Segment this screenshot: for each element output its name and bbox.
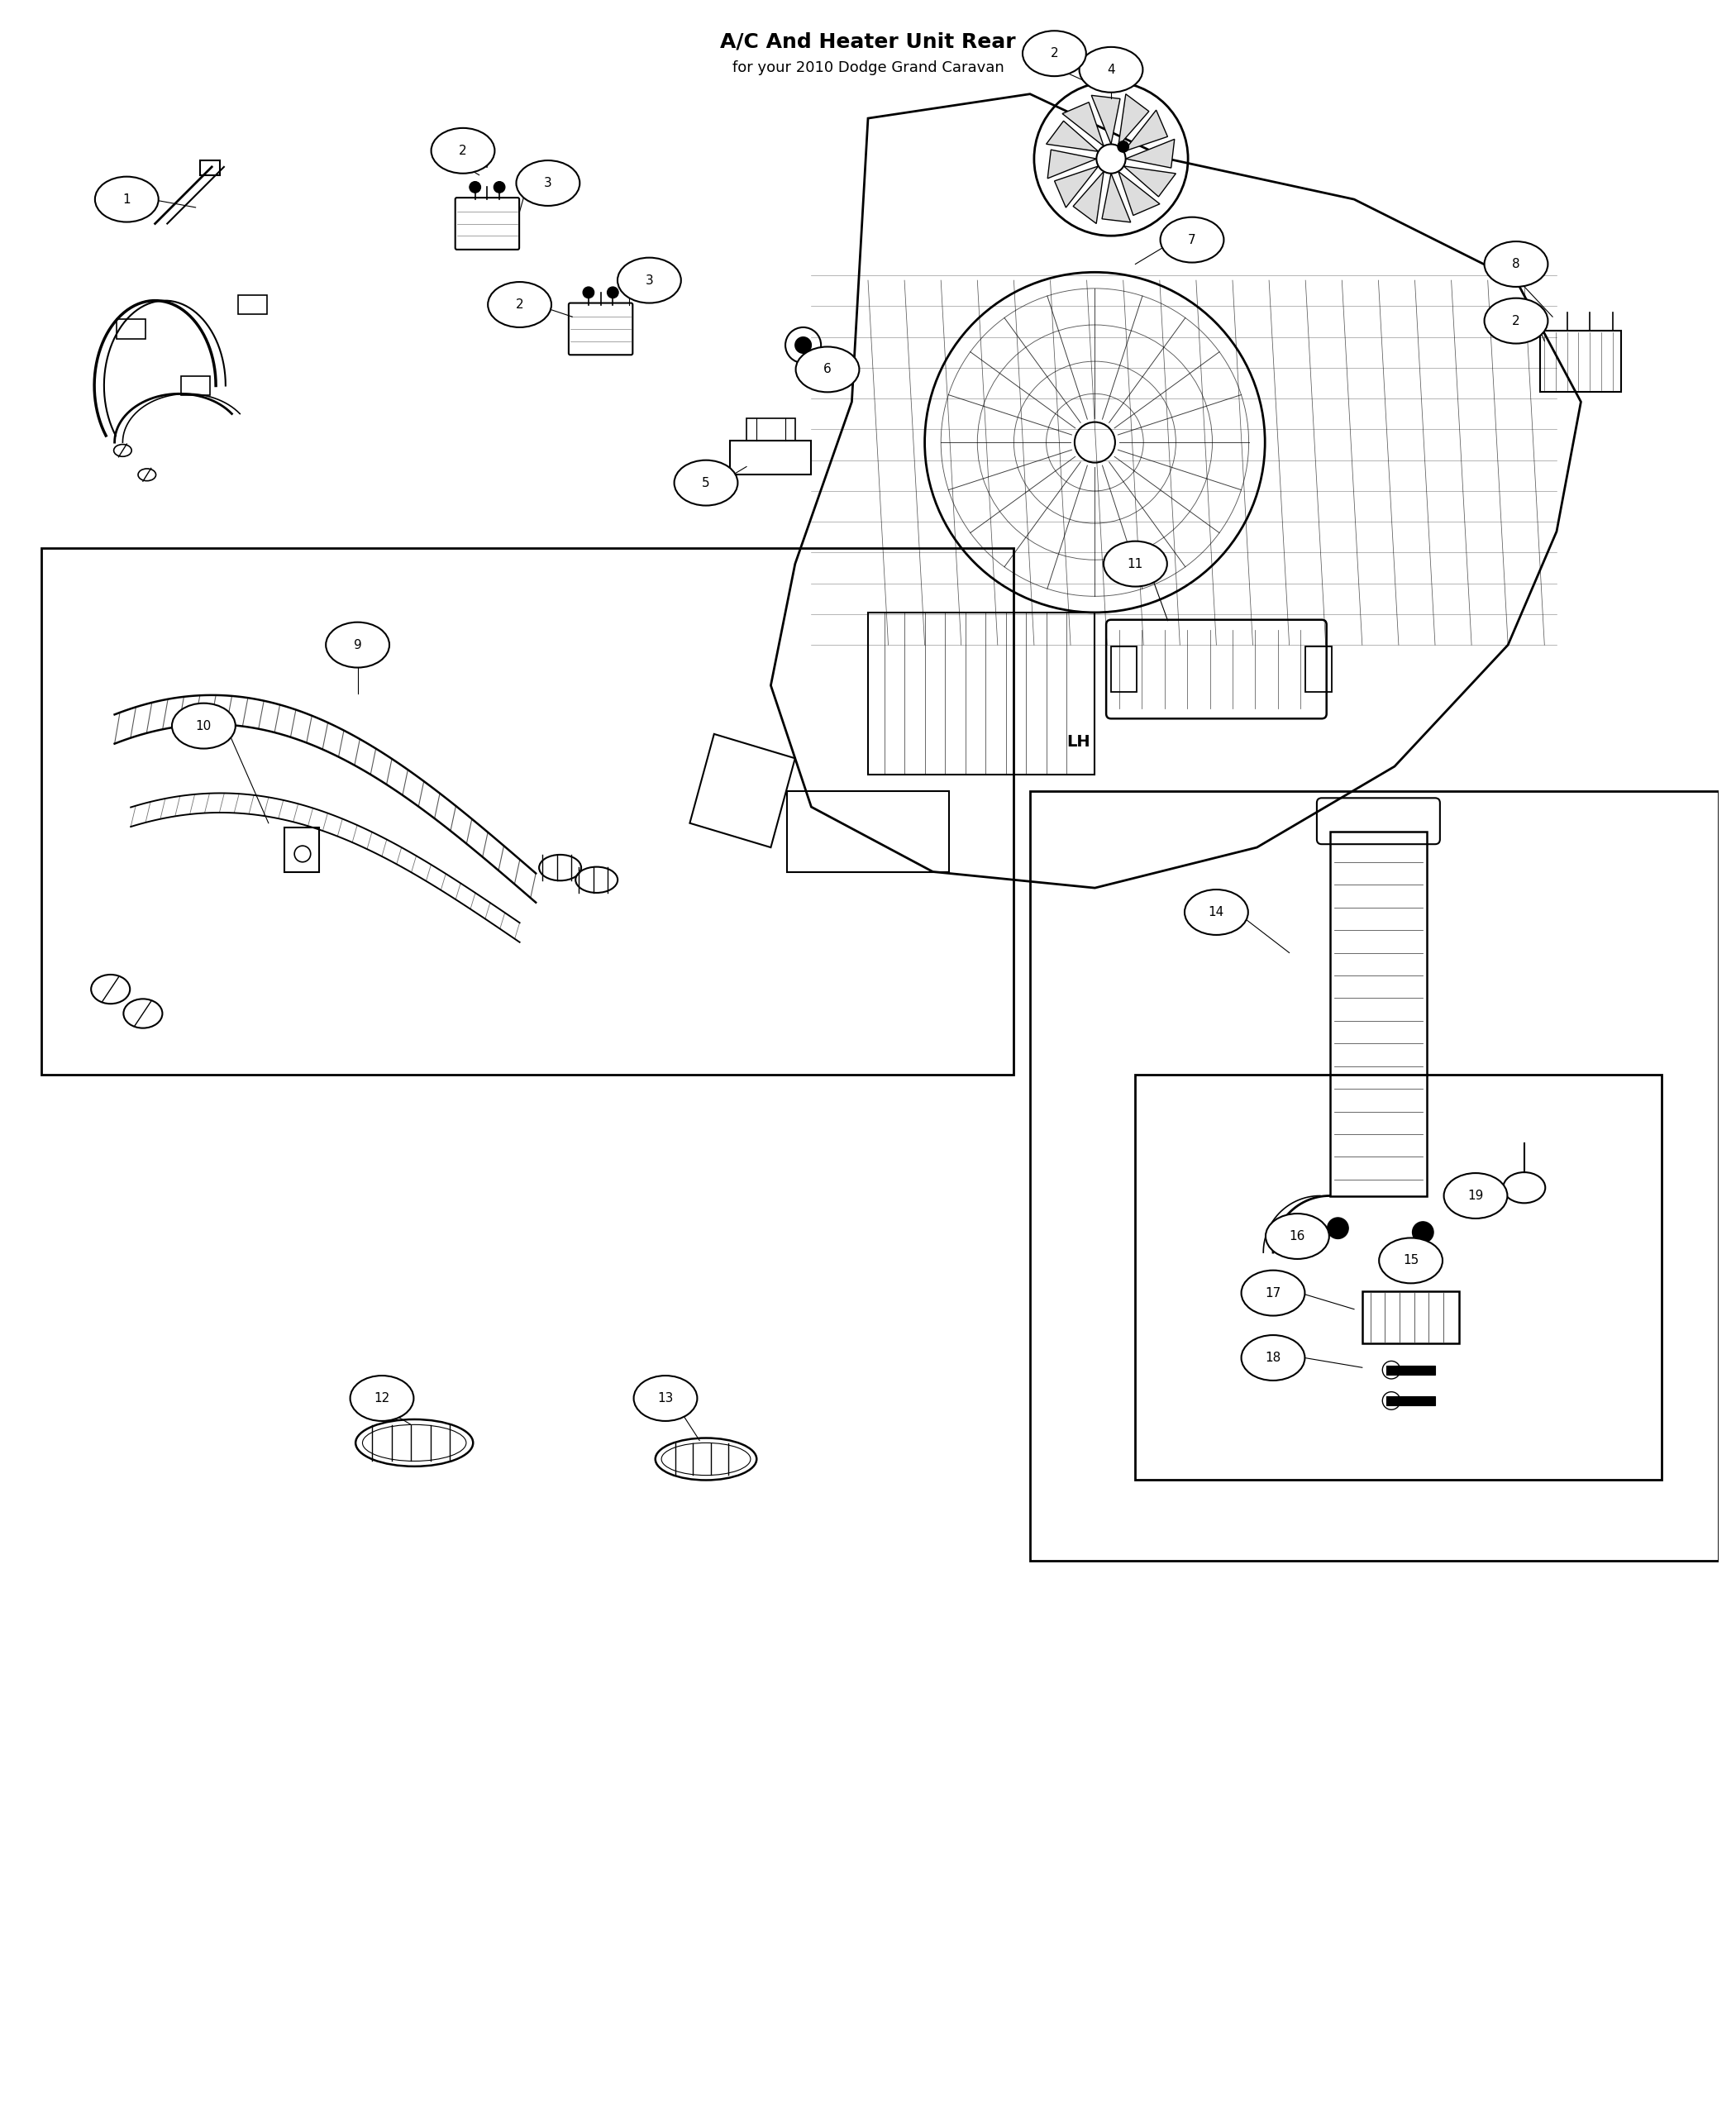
Bar [1387, 1395, 1436, 1406]
Ellipse shape [516, 160, 580, 207]
Ellipse shape [431, 129, 495, 173]
Bar [868, 613, 1095, 774]
Text: 19: 19 [1467, 1189, 1484, 1202]
Ellipse shape [1241, 1271, 1305, 1315]
Text: 7: 7 [1187, 234, 1196, 247]
Text: 1: 1 [123, 194, 130, 204]
Ellipse shape [1104, 542, 1167, 586]
Text: LH: LH [1068, 734, 1090, 750]
Circle shape [1413, 1223, 1434, 1244]
Circle shape [795, 337, 811, 354]
Bar [746, 417, 795, 441]
Polygon shape [1047, 150, 1097, 179]
Bar [200, 160, 220, 175]
Bar [181, 375, 210, 396]
Ellipse shape [488, 282, 552, 327]
Text: 18: 18 [1266, 1351, 1281, 1364]
Text: 10: 10 [196, 719, 212, 731]
Circle shape [583, 287, 594, 297]
Ellipse shape [1444, 1172, 1507, 1218]
Text: 6: 6 [823, 363, 832, 375]
Ellipse shape [351, 1377, 413, 1421]
Bar [1111, 647, 1137, 691]
Polygon shape [1118, 95, 1149, 145]
Bar [1387, 1366, 1436, 1374]
Text: 14: 14 [1208, 906, 1224, 919]
Ellipse shape [1241, 1334, 1305, 1381]
Polygon shape [1118, 171, 1160, 215]
Ellipse shape [674, 460, 738, 506]
Polygon shape [1054, 167, 1099, 207]
Ellipse shape [618, 257, 681, 304]
Bar [1029, 790, 1719, 1560]
Bar [1540, 331, 1621, 392]
Text: 12: 12 [373, 1391, 391, 1404]
Text: 2: 2 [458, 145, 467, 156]
Polygon shape [1062, 101, 1104, 145]
Ellipse shape [795, 346, 859, 392]
Text: 4: 4 [1108, 63, 1115, 76]
Circle shape [1118, 141, 1128, 152]
Bar [238, 295, 267, 314]
Text: 5: 5 [701, 476, 710, 489]
Circle shape [469, 181, 481, 192]
Text: 2: 2 [1050, 46, 1059, 59]
Text: 2: 2 [516, 299, 524, 310]
Polygon shape [1123, 110, 1168, 152]
Text: A/C And Heater Unit Rear: A/C And Heater Unit Rear [720, 32, 1016, 51]
Bar [786, 790, 950, 873]
Text: 16: 16 [1290, 1231, 1305, 1242]
Bar [1363, 1292, 1460, 1343]
Bar [42, 548, 1014, 1075]
Bar [285, 826, 319, 873]
Bar [116, 318, 146, 339]
Polygon shape [1102, 173, 1130, 221]
Text: 8: 8 [1512, 257, 1521, 270]
Polygon shape [1125, 139, 1175, 169]
Text: 3: 3 [646, 274, 653, 287]
Bar [1135, 1075, 1661, 1480]
Bar [731, 441, 811, 474]
Bar [1330, 831, 1427, 1195]
Text: 2: 2 [1512, 314, 1521, 327]
Text: for your 2010 Dodge Grand Caravan: for your 2010 Dodge Grand Caravan [733, 61, 1003, 76]
Ellipse shape [1484, 297, 1549, 344]
Circle shape [608, 287, 618, 297]
Ellipse shape [1160, 217, 1224, 264]
Bar [1305, 647, 1332, 691]
Ellipse shape [1378, 1237, 1443, 1284]
Ellipse shape [634, 1377, 698, 1421]
Ellipse shape [1184, 890, 1248, 936]
Ellipse shape [1023, 32, 1087, 76]
Text: 13: 13 [658, 1391, 674, 1404]
Circle shape [493, 181, 505, 192]
Polygon shape [1073, 171, 1104, 223]
Bar [1094, 55, 1128, 86]
Text: 17: 17 [1266, 1286, 1281, 1299]
Ellipse shape [1266, 1214, 1330, 1258]
Ellipse shape [1080, 46, 1142, 93]
Text: 9: 9 [354, 639, 361, 651]
Text: 15: 15 [1403, 1254, 1418, 1267]
Circle shape [1328, 1218, 1349, 1240]
Text: 3: 3 [543, 177, 552, 190]
Text: 11: 11 [1127, 559, 1144, 569]
Polygon shape [1123, 167, 1175, 196]
Polygon shape [1047, 120, 1099, 152]
Ellipse shape [326, 622, 389, 668]
Ellipse shape [1484, 242, 1549, 287]
Ellipse shape [95, 177, 158, 221]
Ellipse shape [172, 704, 236, 748]
Polygon shape [1092, 95, 1120, 143]
